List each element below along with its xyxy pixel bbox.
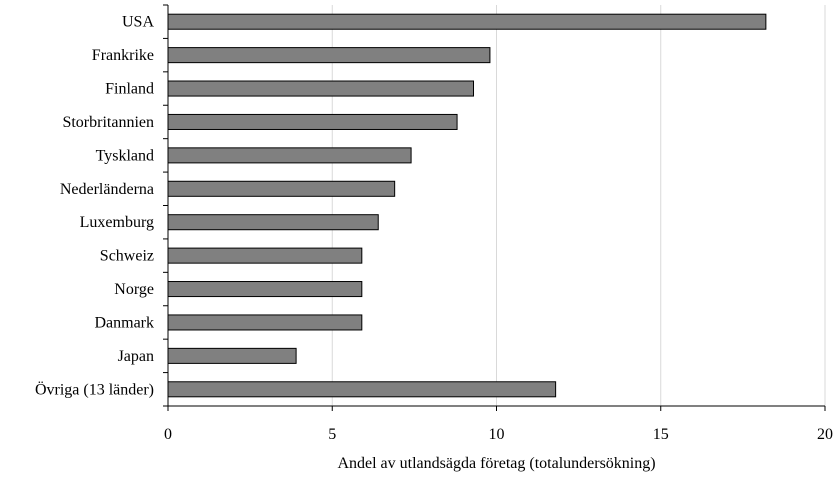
category-label: USA [122,14,154,31]
category-label: Norge [114,281,154,298]
bar [167,180,396,197]
category-label: Nederländerna [60,181,154,198]
grid-lines [331,5,826,406]
x-tick-label: 0 [164,426,172,443]
bar [167,314,363,331]
category-label: Luxemburg [80,214,154,231]
bar [167,214,379,231]
x-axis-title: Andel av utlandsägda företag (totalunder… [337,455,655,472]
x-tick-labels: 0 5 10 15 20 [164,426,833,443]
category-labels: USA Frankrike Finland Storbritannien Tysklan… [35,14,155,399]
x-tick-label: 15 [653,426,669,443]
x-tick-label: 5 [328,426,336,443]
bars [167,13,767,398]
axis-ticks [163,4,826,411]
bar [167,281,363,298]
bar [167,147,412,164]
category-label: Finland [105,81,154,98]
category-label: Storbritannien [62,114,154,131]
x-tick-label: 10 [489,426,505,443]
bar [167,347,297,364]
category-label: Japan [118,348,154,365]
category-label: Tyskland [96,147,154,164]
bar [167,47,491,64]
category-label: Danmark [94,314,154,331]
x-tick-label: 20 [817,426,833,443]
category-label: Frankrike [92,47,154,64]
bar [167,247,363,264]
bar [167,381,557,398]
category-label: Schweiz [100,248,154,265]
bar [167,80,475,97]
category-label: Övriga (13 länder) [35,380,154,398]
bar [167,113,458,130]
bar [167,13,767,30]
